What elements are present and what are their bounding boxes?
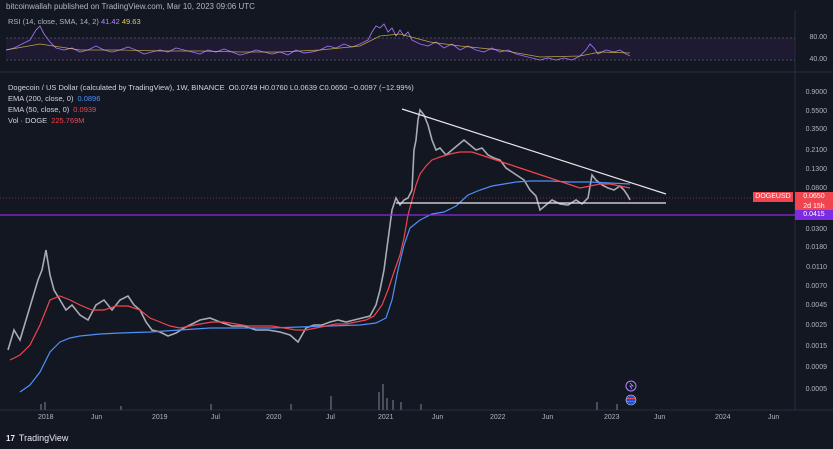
time-tick: Jun bbox=[432, 414, 444, 421]
time-tick: 2023 bbox=[604, 414, 620, 421]
price-tick: 0.0015 bbox=[805, 343, 827, 350]
ohlc-values: O0.0749 H0.0760 L0.0639 C0.0650 −0.0097 … bbox=[228, 83, 414, 92]
time-tick: 2022 bbox=[490, 414, 506, 421]
price-tick: 0.3500 bbox=[805, 126, 827, 133]
ema50-line bbox=[9, 151, 631, 361]
rsi-line bbox=[5, 23, 631, 61]
price-tick: 0.0110 bbox=[806, 264, 827, 271]
symbol-line: Dogecoin / US Dollar (calculated by Trad… bbox=[8, 83, 225, 92]
time-tick: Jul bbox=[211, 414, 220, 421]
volume-row[interactable]: Vol · DOGE 225.769M bbox=[8, 115, 414, 126]
ema200-line bbox=[19, 180, 631, 393]
price-tick: 0.0180 bbox=[805, 244, 827, 251]
rsi-sma-line bbox=[5, 33, 631, 58]
last-price-tag: 0.0650 2d 15h bbox=[795, 192, 833, 212]
rsi-legend[interactable]: RSI (14, close, SMA, 14, 2) 41.42 49.63 bbox=[8, 17, 141, 26]
price-tick: 0.0300 bbox=[805, 226, 827, 233]
flag-stripe bbox=[627, 401, 635, 402]
price-tick: 0.2100 bbox=[805, 147, 827, 154]
price-tick: 0.0045 bbox=[805, 302, 827, 309]
descending-trendline[interactable] bbox=[401, 108, 667, 195]
volume-label: Vol · DOGE bbox=[8, 116, 48, 125]
bar-countdown: 2d 15h bbox=[803, 203, 825, 210]
rsi-band bbox=[6, 38, 795, 60]
support-price-tag: 0.0415 bbox=[795, 210, 833, 220]
ema50-label: EMA (50, close, 0) bbox=[8, 105, 70, 114]
time-tick: Jun bbox=[654, 414, 666, 421]
ema50-value: 0.0939 bbox=[73, 105, 97, 114]
ema200-label: EMA (200, close, 0) bbox=[8, 94, 74, 103]
price-tick: 0.9000 bbox=[805, 89, 827, 96]
rsi-value: 41.42 bbox=[100, 17, 120, 26]
ema200-value: 0.0896 bbox=[77, 94, 101, 103]
price-tick: 0.5500 bbox=[805, 108, 827, 115]
time-tick: Jul bbox=[326, 414, 335, 421]
price-tick: 0.0005 bbox=[805, 386, 827, 393]
price-tick: 0.1300 bbox=[805, 166, 827, 173]
flag-stripe bbox=[627, 398, 635, 399]
publisher-header: bitcoinwallah published on TradingView.c… bbox=[6, 2, 255, 11]
tradingview-logo-icon: 17 bbox=[6, 433, 15, 443]
time-tick: 2020 bbox=[266, 414, 282, 421]
lightning-icon bbox=[629, 382, 634, 390]
rsi-sma-value: 49.63 bbox=[121, 17, 141, 26]
price-tick: 0.0800 bbox=[805, 185, 827, 192]
time-tick: 2019 bbox=[152, 414, 168, 421]
volume-bars bbox=[40, 384, 618, 410]
price-tick: 0.0009 bbox=[805, 364, 827, 371]
volume-value: 225.769M bbox=[51, 116, 85, 125]
time-tick: 2018 bbox=[38, 414, 54, 421]
last-price-value: 0.0650 bbox=[803, 193, 825, 200]
time-tick: 2021 bbox=[378, 414, 394, 421]
main-legend[interactable]: Dogecoin / US Dollar (calculated by Trad… bbox=[8, 82, 414, 126]
rsi-level-40: 40.00 bbox=[809, 56, 827, 63]
price-tick: 0.0025 bbox=[805, 322, 827, 329]
ema200-row[interactable]: EMA (200, close, 0) 0.0896 bbox=[8, 93, 414, 104]
rsi-label: RSI (14, close, SMA, 14, 2) bbox=[8, 17, 99, 26]
time-tick: Jun bbox=[542, 414, 554, 421]
time-tick: 2024 bbox=[715, 414, 731, 421]
time-tick: Jun bbox=[91, 414, 103, 421]
symbol-tag-label: DOGEUSD bbox=[753, 192, 793, 202]
time-tick: Jun bbox=[768, 414, 780, 421]
flag-icon[interactable] bbox=[625, 394, 637, 406]
tradingview-logo[interactable]: 17 TradingView bbox=[6, 433, 68, 443]
symbol-row: Dogecoin / US Dollar (calculated by Trad… bbox=[8, 82, 414, 93]
ema50-row[interactable]: EMA (50, close, 0) 0.0939 bbox=[8, 104, 414, 115]
tradingview-brand: TradingView bbox=[18, 433, 69, 443]
rsi-level-80: 80.00 bbox=[809, 34, 827, 41]
price-tick: 0.0070 bbox=[805, 283, 827, 290]
